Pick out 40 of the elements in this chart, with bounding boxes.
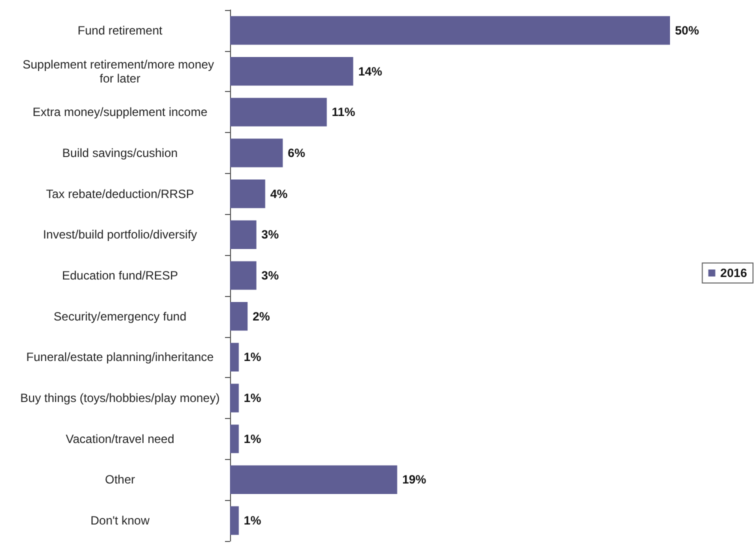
y-tick-label: Security/emergency fund — [54, 309, 186, 324]
data-label: 1% — [244, 514, 262, 528]
data-label: 1% — [244, 350, 262, 364]
y-tick-label: Tax rebate/deduction/RRSP — [46, 186, 194, 201]
y-tick-label: Vacation/travel need — [66, 432, 174, 446]
bar — [230, 98, 327, 126]
y-tick-label: Other — [104, 472, 136, 487]
bar — [230, 506, 239, 535]
data-label: 1% — [244, 391, 262, 406]
y-tick-label: Education fund/RESP — [62, 268, 178, 282]
bar — [230, 138, 283, 168]
y-tick-label: Don't know — [90, 514, 150, 528]
data-label: 1% — [244, 432, 262, 446]
y-tick-label: Supplement retirement/more money for later — [22, 57, 218, 86]
y-tick-label: Funeral/estate planning/inheritance — [26, 350, 214, 364]
bar — [230, 424, 239, 454]
bar — [230, 465, 398, 494]
bar — [230, 384, 239, 412]
bar — [230, 342, 239, 372]
data-label: 3% — [261, 228, 280, 242]
bar — [230, 302, 248, 331]
data-label: 3% — [261, 268, 280, 282]
bar — [230, 261, 256, 290]
data-label: 11% — [332, 105, 356, 120]
bar — [230, 56, 354, 86]
bar — [230, 180, 266, 208]
data-label: 2% — [252, 309, 270, 324]
data-label: 50% — [675, 23, 700, 38]
y-tick-label: Invest/build portfolio/diversify — [42, 228, 198, 242]
data-label: 14% — [358, 64, 383, 78]
y-tick-label: Build savings/cushion — [62, 146, 178, 160]
legend-label: 2016 — [720, 266, 748, 280]
y-tick-label: Extra money/supplement income — [32, 105, 208, 120]
y-tick-label: Fund retirement — [78, 23, 164, 38]
bar — [230, 220, 256, 249]
data-label: 6% — [288, 146, 306, 160]
bar — [230, 16, 670, 45]
data-label: 19% — [402, 472, 427, 487]
data-label: 4% — [270, 186, 288, 201]
y-tick-label: Buy things (toys/hobbies/play money) — [20, 391, 220, 406]
